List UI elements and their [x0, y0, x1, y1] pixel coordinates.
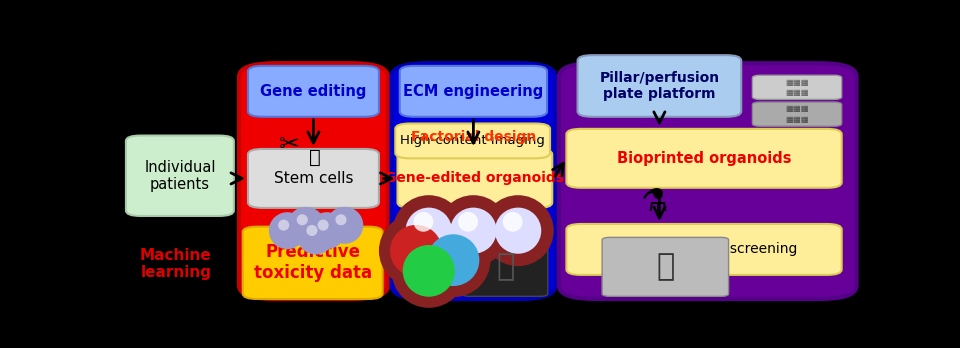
Ellipse shape: [278, 220, 289, 231]
Ellipse shape: [494, 208, 541, 254]
Text: Predictive
toxicity data: Predictive toxicity data: [253, 244, 372, 282]
Ellipse shape: [297, 214, 308, 225]
FancyBboxPatch shape: [248, 66, 379, 117]
FancyBboxPatch shape: [566, 129, 842, 188]
Ellipse shape: [393, 195, 465, 266]
FancyBboxPatch shape: [559, 63, 856, 299]
FancyBboxPatch shape: [392, 63, 555, 299]
FancyBboxPatch shape: [753, 102, 842, 126]
FancyBboxPatch shape: [243, 227, 383, 299]
Ellipse shape: [306, 225, 318, 236]
Text: ✂: ✂: [279, 133, 300, 157]
Text: High-content imaging: High-content imaging: [400, 134, 545, 148]
FancyBboxPatch shape: [396, 124, 550, 158]
Text: ▦▦▦
▦▦▦: ▦▦▦ ▦▦▦: [785, 78, 809, 97]
FancyBboxPatch shape: [753, 75, 842, 100]
Text: High-throughput screening: High-throughput screening: [611, 243, 797, 256]
Ellipse shape: [503, 212, 522, 232]
Ellipse shape: [403, 245, 455, 297]
FancyBboxPatch shape: [397, 149, 552, 208]
FancyBboxPatch shape: [239, 63, 388, 299]
FancyBboxPatch shape: [602, 237, 729, 296]
Text: ECM engineering: ECM engineering: [403, 84, 543, 99]
FancyBboxPatch shape: [578, 55, 741, 117]
Text: Gene-edited organoids: Gene-edited organoids: [385, 172, 564, 185]
Ellipse shape: [482, 195, 554, 266]
Text: ▦▦▦
▦▦▦: ▦▦▦ ▦▦▦: [785, 104, 809, 124]
Ellipse shape: [458, 212, 478, 232]
Ellipse shape: [390, 225, 443, 277]
Text: 🖥: 🖥: [657, 252, 675, 281]
Ellipse shape: [450, 208, 496, 254]
Text: Gene editing: Gene editing: [260, 84, 367, 99]
Text: 🔬: 🔬: [496, 252, 515, 281]
Ellipse shape: [269, 212, 306, 249]
Ellipse shape: [318, 220, 328, 231]
Ellipse shape: [379, 214, 453, 288]
Text: Individual
patients: Individual patients: [144, 159, 216, 192]
Text: ⚗: ⚗: [640, 189, 668, 219]
Ellipse shape: [438, 195, 509, 266]
FancyBboxPatch shape: [126, 135, 234, 216]
Text: Machine
learning: Machine learning: [140, 248, 211, 280]
Ellipse shape: [287, 207, 324, 244]
Text: 🧬: 🧬: [309, 148, 321, 166]
Ellipse shape: [335, 214, 347, 225]
Ellipse shape: [326, 207, 363, 244]
FancyBboxPatch shape: [566, 224, 842, 275]
Ellipse shape: [392, 234, 466, 308]
Ellipse shape: [414, 212, 433, 232]
FancyBboxPatch shape: [248, 149, 379, 208]
FancyBboxPatch shape: [463, 237, 548, 296]
Text: Stem cells: Stem cells: [274, 171, 353, 186]
FancyBboxPatch shape: [399, 66, 547, 117]
Ellipse shape: [416, 223, 491, 297]
Text: Pillar/perfusion
plate platform: Pillar/perfusion plate platform: [599, 71, 719, 101]
Text: Factorial design: Factorial design: [411, 130, 536, 144]
Ellipse shape: [427, 234, 479, 286]
Ellipse shape: [297, 218, 334, 254]
Ellipse shape: [308, 212, 346, 249]
Text: Bioprinted organoids: Bioprinted organoids: [616, 151, 791, 166]
Ellipse shape: [405, 208, 452, 254]
